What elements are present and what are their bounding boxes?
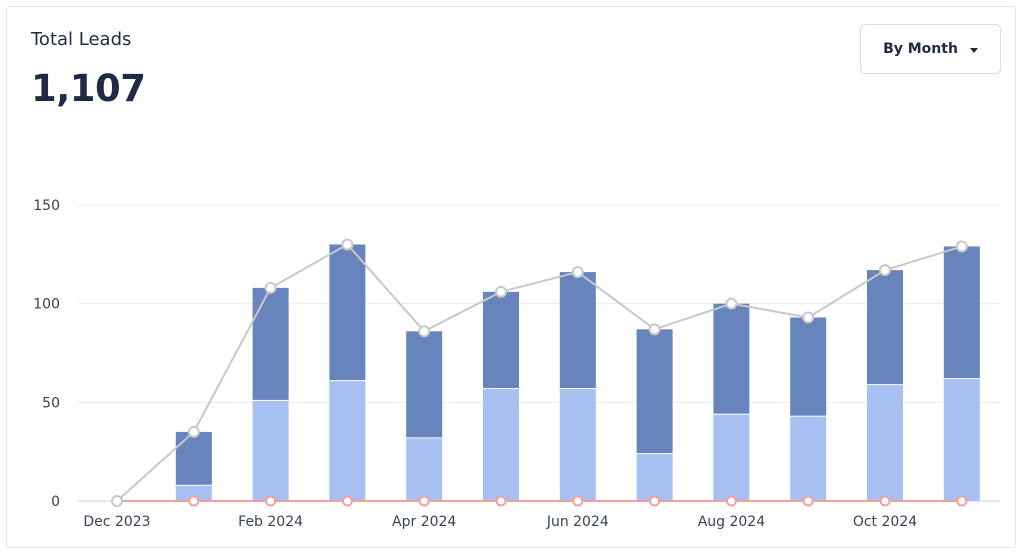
line-point-zero (188, 495, 200, 507)
line-point-total (187, 425, 200, 438)
line-series-total (116, 243, 963, 502)
line-point-total (955, 240, 968, 253)
y-tick-label: 50 (42, 395, 60, 411)
x-tick-label: Jun 2024 (546, 514, 609, 530)
line-point-zero (572, 495, 584, 507)
line-point-zero (879, 495, 891, 507)
line-point-zero (265, 495, 277, 507)
x-tick-label: Dec 2023 (83, 514, 150, 530)
line-point-total (264, 281, 277, 294)
bar-segment-top (406, 331, 443, 438)
line-point-zero (725, 495, 737, 507)
x-tick-label: Feb 2024 (238, 514, 303, 530)
period-dropdown[interactable]: By Month (860, 24, 1001, 74)
bar-segment-top (483, 291, 519, 389)
line-point-zero (341, 495, 353, 507)
bar-segment-top (713, 303, 750, 415)
bar-segment-top (636, 329, 673, 454)
line-point-zero (418, 495, 430, 507)
x-tick-label: Aug 2024 (698, 514, 766, 530)
bar-segment-bottom (329, 380, 366, 501)
bar-segment-top (559, 272, 596, 389)
line-point-zero (495, 495, 507, 507)
bar-segment-bottom (943, 378, 980, 501)
bar-segment-bottom (713, 414, 750, 501)
bar-segment-bottom (175, 485, 212, 501)
bar-segment-bottom (559, 388, 596, 501)
x-tick-label: Oct 2024 (853, 514, 917, 530)
caret-down-icon (969, 47, 978, 53)
y-tick-label: 0 (51, 494, 60, 510)
bar-segment-bottom (867, 384, 903, 501)
line-point-total (648, 323, 661, 336)
bar-segment-bottom (636, 453, 673, 501)
bar-segment-bottom (790, 416, 827, 501)
line-point-total (418, 325, 431, 338)
bar-segment-top (867, 270, 903, 385)
line-point-total (495, 285, 507, 298)
total-leads-value: 1,107 (31, 67, 146, 110)
bar-segment-bottom (406, 437, 443, 501)
line-point-total (341, 238, 354, 251)
chart-title: Total Leads (31, 29, 132, 50)
line-point-total (111, 495, 123, 507)
line-point-total (879, 264, 891, 277)
line-point-total (802, 311, 815, 324)
period-dropdown-label: By Month (883, 41, 958, 57)
y-tick-label: 100 (33, 297, 60, 313)
bar-segment-top (252, 287, 289, 401)
bar-segment-top (175, 431, 212, 486)
y-tick-label: 150 (33, 198, 60, 214)
line-point-total (571, 266, 584, 279)
bar-segment-bottom (483, 388, 519, 501)
line-point-zero (956, 495, 968, 507)
bar-segment-bottom (252, 400, 289, 501)
bar-segment-top (329, 244, 366, 381)
line-point-zero (802, 495, 814, 507)
x-tick-label: Apr 2024 (392, 514, 456, 530)
bar-segment-top (943, 246, 980, 379)
line-point-total (725, 297, 738, 310)
bar-segment-top (790, 317, 827, 417)
line-point-zero (649, 495, 661, 507)
